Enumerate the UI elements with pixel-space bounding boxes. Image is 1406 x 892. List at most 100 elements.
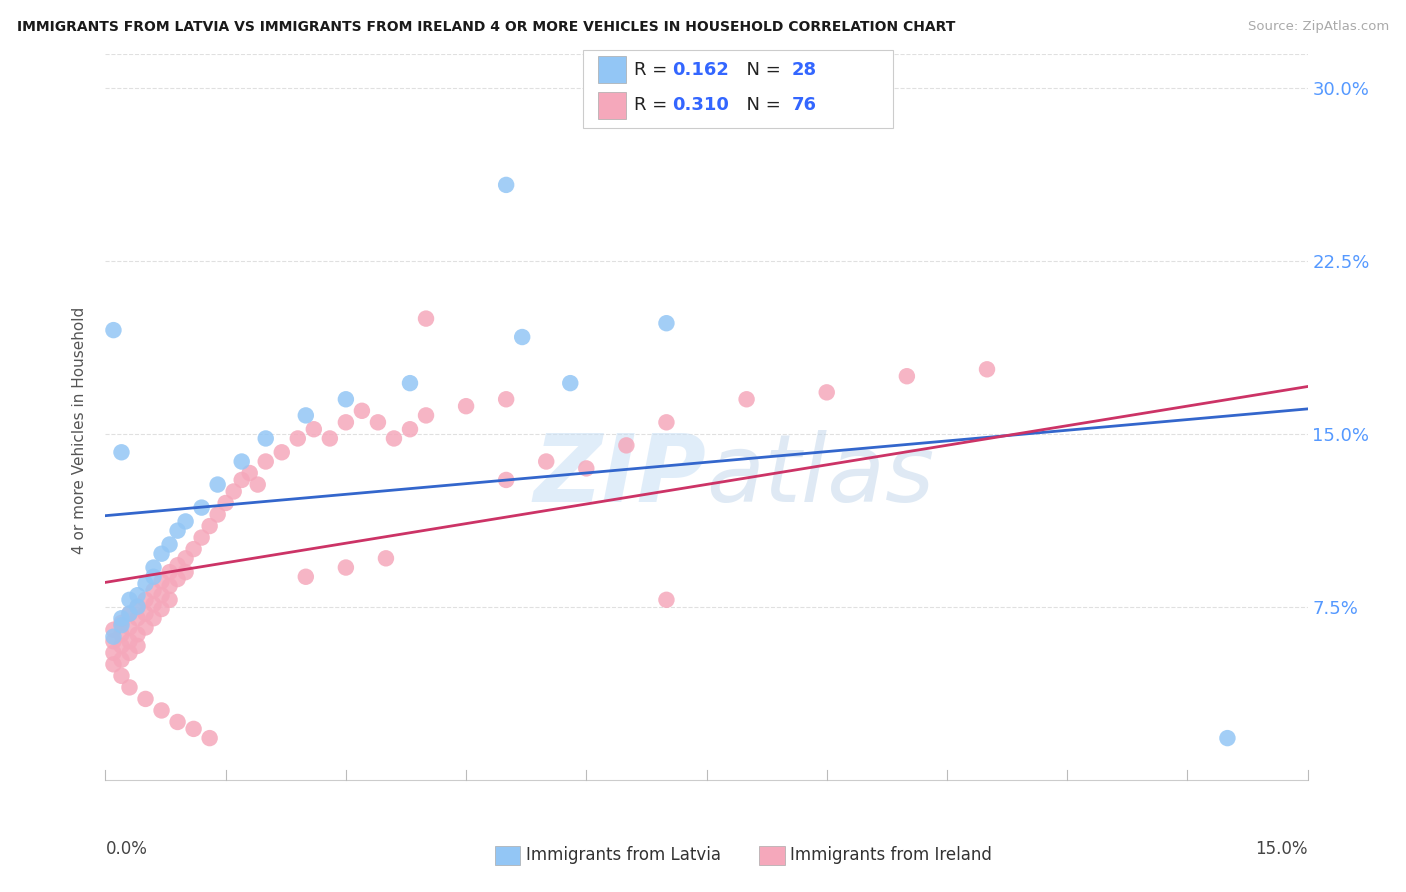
Point xyxy=(135,692,157,706)
Point xyxy=(159,537,181,551)
Point xyxy=(335,560,357,574)
Point xyxy=(246,477,269,491)
Point xyxy=(118,620,141,634)
Point xyxy=(150,588,173,602)
Point xyxy=(655,592,678,607)
Point xyxy=(222,484,245,499)
Point xyxy=(135,592,157,607)
Point xyxy=(110,653,132,667)
Point xyxy=(127,611,149,625)
Point xyxy=(142,560,165,574)
Point xyxy=(135,620,157,634)
Point xyxy=(295,409,318,423)
Point xyxy=(560,376,582,391)
Point xyxy=(495,473,517,487)
Point xyxy=(287,432,309,446)
Point xyxy=(183,542,205,557)
Text: 0.162: 0.162 xyxy=(672,61,728,78)
Point xyxy=(190,500,212,515)
Point xyxy=(142,611,165,625)
Text: 0.310: 0.310 xyxy=(672,96,728,114)
Point xyxy=(815,385,838,400)
Point xyxy=(350,404,373,418)
Text: ZIP: ZIP xyxy=(534,430,707,522)
Point xyxy=(159,579,181,593)
Point xyxy=(495,392,517,407)
Point xyxy=(335,392,357,407)
Point xyxy=(735,392,758,407)
Point xyxy=(190,531,212,545)
Point xyxy=(103,323,125,337)
Point xyxy=(103,634,125,648)
Point xyxy=(616,438,638,452)
Point xyxy=(166,524,188,538)
Point xyxy=(103,657,125,672)
Point xyxy=(254,454,277,468)
Text: Immigrants from Latvia: Immigrants from Latvia xyxy=(526,847,721,864)
Point xyxy=(166,572,188,586)
Point xyxy=(270,445,292,459)
Point xyxy=(150,547,173,561)
Text: Source: ZipAtlas.com: Source: ZipAtlas.com xyxy=(1249,20,1389,33)
Point xyxy=(110,611,132,625)
Point xyxy=(127,588,149,602)
Text: 0.0%: 0.0% xyxy=(105,840,148,858)
Text: 76: 76 xyxy=(792,96,817,114)
Text: 28: 28 xyxy=(792,61,817,78)
Point xyxy=(174,565,197,579)
Point xyxy=(118,634,141,648)
Point xyxy=(150,602,173,616)
Point xyxy=(150,703,173,717)
Point xyxy=(976,362,998,376)
Point xyxy=(231,473,253,487)
Point xyxy=(207,508,229,522)
Text: Immigrants from Ireland: Immigrants from Ireland xyxy=(790,847,993,864)
Point xyxy=(183,722,205,736)
Point xyxy=(127,627,149,641)
Point xyxy=(382,432,405,446)
Text: R =: R = xyxy=(634,61,673,78)
Point xyxy=(495,178,517,192)
Point xyxy=(110,618,132,632)
Point xyxy=(135,576,157,591)
Point xyxy=(103,646,125,660)
Point xyxy=(510,330,533,344)
Point xyxy=(575,461,598,475)
Point xyxy=(302,422,325,436)
Text: N =: N = xyxy=(735,61,787,78)
Point xyxy=(142,598,165,612)
Point xyxy=(166,714,188,729)
Point xyxy=(374,551,398,566)
Point xyxy=(655,415,678,429)
Point xyxy=(415,311,437,326)
Point xyxy=(198,731,221,745)
Text: atlas: atlas xyxy=(707,430,935,521)
Point xyxy=(534,454,557,468)
Point xyxy=(103,630,125,644)
Point xyxy=(110,445,132,459)
Y-axis label: 4 or more Vehicles in Household: 4 or more Vehicles in Household xyxy=(72,307,87,554)
Point xyxy=(454,399,477,413)
Point xyxy=(198,519,221,533)
Point xyxy=(142,583,165,598)
Point xyxy=(103,623,125,637)
Point xyxy=(118,607,141,621)
Point xyxy=(896,369,918,384)
Point xyxy=(319,432,342,446)
Point xyxy=(110,615,132,630)
Point xyxy=(142,570,165,584)
Point xyxy=(207,477,229,491)
Point xyxy=(150,574,173,589)
Point xyxy=(127,639,149,653)
Point xyxy=(118,681,141,695)
Point xyxy=(135,607,157,621)
Point xyxy=(335,415,357,429)
Point xyxy=(254,432,277,446)
Point xyxy=(367,415,389,429)
Text: IMMIGRANTS FROM LATVIA VS IMMIGRANTS FROM IRELAND 4 OR MORE VEHICLES IN HOUSEHOL: IMMIGRANTS FROM LATVIA VS IMMIGRANTS FRO… xyxy=(17,20,955,34)
Point xyxy=(231,454,253,468)
Point xyxy=(118,592,141,607)
Point xyxy=(159,592,181,607)
Point xyxy=(174,515,197,529)
Point xyxy=(655,316,678,330)
